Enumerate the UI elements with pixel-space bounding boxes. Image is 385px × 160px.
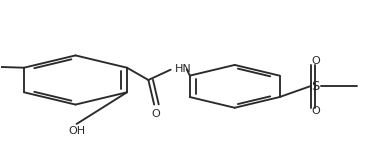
Text: O: O <box>152 109 161 119</box>
Text: OH: OH <box>68 126 85 136</box>
Text: S: S <box>311 80 320 93</box>
Text: O: O <box>311 56 320 66</box>
Text: HN: HN <box>175 64 192 74</box>
Text: O: O <box>311 106 320 116</box>
